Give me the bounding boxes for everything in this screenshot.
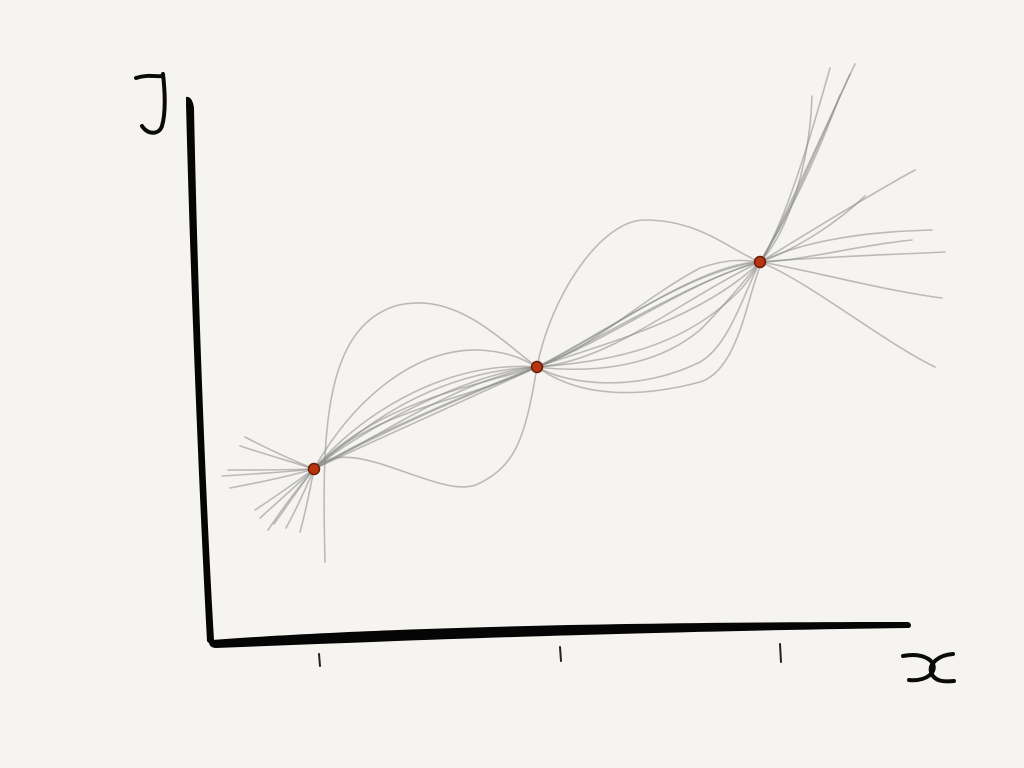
sample-curve (267, 219, 936, 531)
x-tick-1 (318, 653, 321, 667)
observed-points (307, 255, 767, 476)
x-tick-3 (779, 643, 782, 663)
observed-point-3 (753, 255, 767, 269)
sample-curve (299, 73, 851, 533)
sample-curve (285, 95, 813, 529)
y-axis-letter (134, 72, 167, 135)
x-tick-2 (559, 646, 562, 662)
observed-point-1 (307, 462, 321, 476)
sample-curve (239, 195, 866, 470)
x-axis-ticks (318, 643, 782, 667)
observed-point-2 (530, 360, 544, 374)
y-axis-line (186, 96, 214, 644)
sample-curve (229, 67, 831, 489)
sample-curve (227, 94, 841, 471)
x-axis-letter (901, 652, 956, 684)
x-axis-line (209, 622, 911, 648)
sample-curves (221, 63, 946, 563)
sample-curve (323, 63, 856, 563)
sample-curve (254, 261, 943, 511)
